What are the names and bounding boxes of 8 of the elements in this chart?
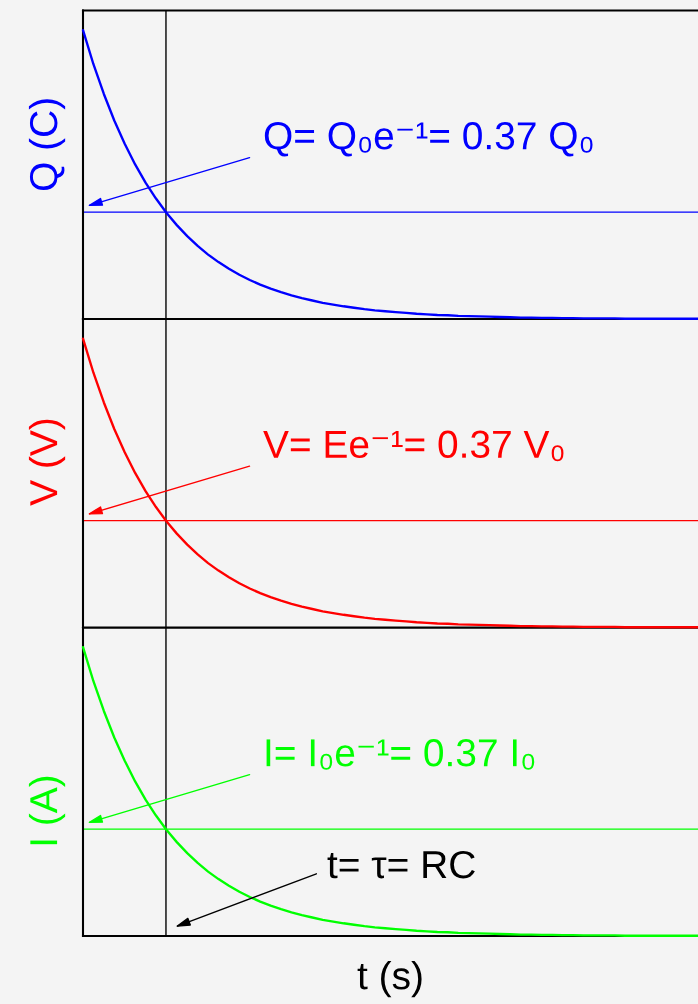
x-axis-title: t (s): [357, 961, 422, 998]
ref-line-label: V= Ee⁻¹= 0.37 V₀: [263, 430, 564, 462]
annotation: t= τ= RC: [327, 850, 475, 879]
ref-line-label: Q= Q₀e⁻¹= 0.37 Q₀: [264, 122, 593, 157]
ref-line-label: I= I₀e⁻¹= 0.37 I₀: [266, 739, 535, 770]
y-axis-title: V (V): [28, 419, 66, 506]
y-axis-title: Q (C): [28, 99, 66, 191]
y-axis-title: I (A): [28, 776, 66, 845]
